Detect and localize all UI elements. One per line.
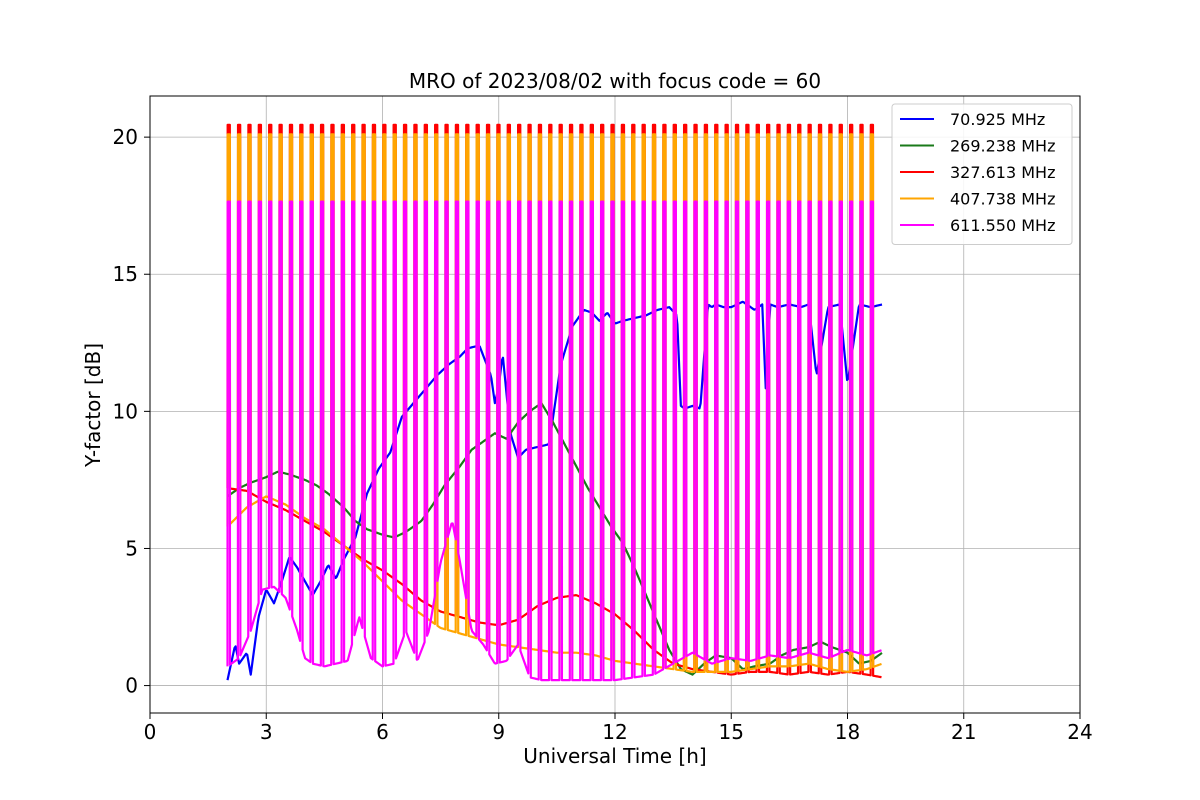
x-tick-label: 0	[144, 720, 157, 744]
legend-label: 407.738 MHz	[950, 190, 1055, 209]
legend-label: 611.550 MHz	[950, 216, 1055, 235]
legend-label: 327.613 MHz	[950, 163, 1055, 182]
plot-area	[226, 123, 883, 682]
y-tick-label: 15	[113, 262, 138, 286]
chart-title: MRO of 2023/08/02 with focus code = 60	[409, 69, 821, 93]
y-tick-label: 5	[125, 536, 138, 560]
x-tick-label: 15	[719, 720, 744, 744]
y-axis-label: Y-factor [dB]	[81, 343, 105, 468]
series-line-611-550-mhz	[226, 200, 882, 682]
x-tick-label: 21	[951, 720, 976, 744]
legend-label: 70.925 MHz	[950, 110, 1045, 129]
x-tick-label: 6	[376, 720, 389, 744]
x-tick-label: 18	[835, 720, 860, 744]
series-line-407-738-mhz	[226, 133, 882, 673]
y-tick-label: 0	[125, 674, 138, 698]
x-tick-label: 3	[260, 720, 273, 744]
y-tick-label: 20	[113, 125, 138, 149]
y-tick-label: 10	[113, 399, 138, 423]
legend: 70.925 MHz 269.238 MHz 327.613 MHz 407.738 …	[891, 103, 1073, 245]
x-tick-label: 24	[1067, 720, 1092, 744]
legend-box	[891, 103, 1073, 245]
axis-ticks: 0 3 6 9 12 15 18 21 24 0 5 10 15 20	[113, 125, 1093, 744]
x-tick-label: 12	[602, 720, 627, 744]
plot-frame	[149, 95, 1081, 714]
x-axis-label: Universal Time [h]	[523, 744, 706, 768]
x-tick-label: 9	[492, 720, 505, 744]
series-line-269-238-mhz	[226, 402, 883, 676]
legend-label: 269.238 MHz	[950, 137, 1055, 156]
series-line-70-925-mhz	[226, 300, 883, 681]
